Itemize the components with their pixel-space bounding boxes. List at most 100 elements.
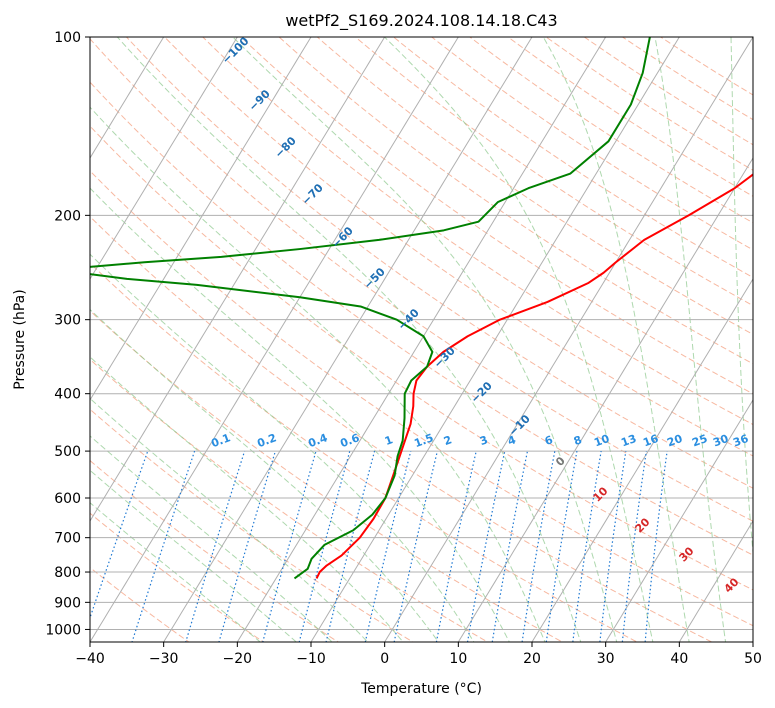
dry-adiabat: [659, 37, 753, 96]
mixing-ratio-line: [218, 450, 276, 642]
plot-frame: [89, 36, 754, 643]
x-tick-label: 50: [744, 651, 762, 667]
isotherm-line: [384, 37, 753, 642]
temperature-profile: [315, 173, 753, 579]
dry-adiabat: [430, 37, 753, 251]
moist-adiabat: [383, 37, 654, 642]
mixing-ratio-line: [572, 451, 602, 642]
mixing-ratio-line: [644, 451, 668, 642]
dry-adiabat: [90, 215, 713, 642]
mixing-ratio-label: 13: [619, 432, 638, 449]
y-tick-label: 700: [54, 531, 81, 547]
isotherm-line: [90, 37, 165, 159]
dry-adiabat: [90, 262, 639, 642]
moist-adiabat: [90, 106, 546, 642]
dry-adiabat: [90, 125, 753, 591]
x-tick-label: −10: [296, 651, 326, 667]
mixing-ratio-line: [364, 450, 412, 642]
x-tick-label: 10: [449, 651, 467, 667]
x-tick-label: −20: [223, 651, 253, 667]
moist-adiabat-label: 40: [722, 575, 742, 595]
moist-adiabat: [654, 37, 727, 642]
y-tick-label: 800: [54, 565, 81, 581]
y-tick-label: 600: [54, 491, 81, 507]
mixing-ratio-label: 20: [665, 432, 684, 450]
dry-adiabat: [240, 37, 753, 395]
chart-title: wetPf2_S169.2024.108.14.18.C43: [285, 11, 557, 31]
dry-adiabat: [469, 37, 753, 224]
mixing-ratio-label: 25: [690, 432, 709, 449]
mixing-ratio-line: [262, 450, 317, 642]
isotherm-line: [310, 37, 680, 642]
dry-adiabat: [90, 459, 340, 642]
moist-adiabat: [90, 308, 440, 642]
mixing-ratio-line: [599, 451, 627, 642]
dry-adiabat-label: −90: [246, 87, 273, 114]
y-tick-label: 100: [54, 30, 81, 46]
moist-adiabat: [90, 397, 369, 642]
y-tick-label: 1000: [45, 622, 81, 638]
mixing-ratio-line: [325, 450, 376, 642]
dry-adiabat: [90, 310, 564, 642]
mixing-ratio-label: 8: [572, 433, 584, 448]
mixing-ratio-line: [521, 450, 556, 642]
isotherm-line: [90, 37, 238, 280]
mixing-ratio-label: 4: [506, 433, 518, 448]
dry-adiabat-label: −50: [361, 265, 388, 292]
isotherm-line: [531, 278, 753, 642]
dry-adiabat: [125, 37, 753, 489]
dry-adiabat: [202, 37, 753, 426]
y-tick-label: 400: [54, 387, 81, 403]
x-tick-label: −30: [149, 651, 179, 667]
mixing-ratio-line: [131, 450, 196, 642]
mixing-ratio-label: 2: [442, 433, 454, 448]
mixing-ratio-label: 36: [731, 432, 750, 450]
dry-adiabat-label: −70: [299, 181, 326, 208]
moist-adiabat: [116, 37, 582, 642]
moist-adiabat: [730, 37, 753, 559]
isotherm-line: [457, 157, 753, 642]
mixing-ratio-line: [185, 450, 246, 642]
y-axis-label: Pressure (hPa): [12, 289, 28, 389]
dry-adiabat: [90, 38, 753, 522]
y-tick-label: 200: [54, 208, 81, 224]
moist-adiabat: [90, 356, 404, 642]
dry-adiabat: [354, 37, 753, 307]
mixing-ratio-label: 1: [383, 433, 395, 448]
mixing-ratio-label: 1.5: [412, 431, 435, 450]
mixing-ratio-line: [298, 450, 351, 642]
dry-adiabat: [392, 37, 753, 279]
mixing-ratio-label: 0.4: [306, 431, 329, 450]
dry-adiabat: [316, 37, 753, 335]
isotherm-line: [90, 37, 386, 522]
dry-adiabat: [278, 37, 753, 365]
isotherm-line: [163, 37, 533, 642]
dry-adiabat: [90, 81, 753, 556]
x-tick-label: 40: [670, 651, 688, 667]
isotherm-line: [678, 520, 753, 642]
dry-adiabat: [583, 37, 753, 146]
mixing-ratio-line: [491, 450, 529, 642]
moist-adiabat: [90, 187, 510, 642]
mixing-ratio-line: [621, 451, 647, 642]
dry-adiabat: [507, 37, 753, 197]
isotherm-line: [90, 37, 459, 642]
mixing-ratio-label: 30: [711, 432, 730, 450]
x-tick-label: −40: [75, 651, 105, 667]
mixing-ratio-label: 0.2: [255, 431, 278, 450]
mixing-ratio-line: [545, 450, 578, 642]
mixing-ratio-label: 0.6: [338, 431, 361, 450]
x-axis-label: Temperature (°C): [360, 681, 482, 697]
dewpoint-profile: [90, 37, 651, 580]
mixing-ratio-line: [393, 450, 438, 642]
moist-adiabat: [232, 37, 618, 642]
dry-adiabat: [621, 37, 753, 121]
x-tick-label: 30: [597, 651, 615, 667]
mixing-ratio-line: [466, 450, 506, 642]
moist-adiabat-label: 10: [591, 484, 611, 504]
mixing-ratio-label: 10: [592, 432, 611, 450]
mixing-ratio-label: 0.1: [209, 431, 232, 450]
moist-adiabat-label: 30: [677, 544, 697, 564]
moist-adiabat: [90, 469, 298, 642]
